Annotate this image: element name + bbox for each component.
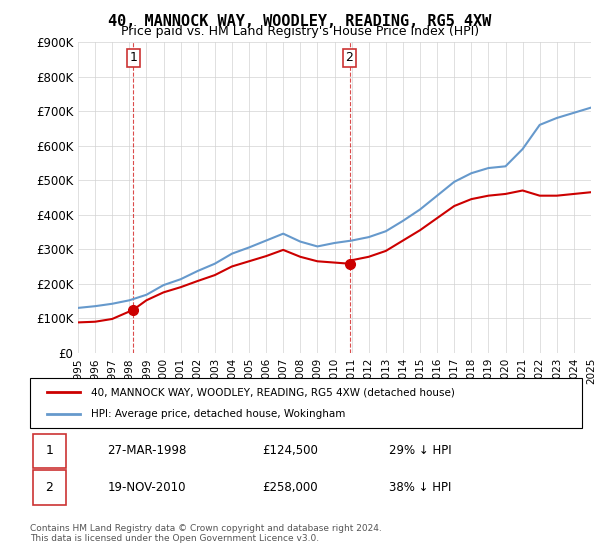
Text: 2: 2 <box>46 481 53 494</box>
FancyBboxPatch shape <box>33 470 66 505</box>
Text: £124,500: £124,500 <box>262 444 318 458</box>
Text: 40, MANNOCK WAY, WOODLEY, READING, RG5 4XW (detached house): 40, MANNOCK WAY, WOODLEY, READING, RG5 4… <box>91 387 455 397</box>
Text: Contains HM Land Registry data © Crown copyright and database right 2024.
This d: Contains HM Land Registry data © Crown c… <box>30 524 382 543</box>
Text: Price paid vs. HM Land Registry's House Price Index (HPI): Price paid vs. HM Land Registry's House … <box>121 25 479 38</box>
Text: 27-MAR-1998: 27-MAR-1998 <box>107 444 187 458</box>
Text: 2: 2 <box>346 52 353 64</box>
FancyBboxPatch shape <box>33 433 66 468</box>
Text: 29% ↓ HPI: 29% ↓ HPI <box>389 444 451 458</box>
Text: 1: 1 <box>129 52 137 64</box>
FancyBboxPatch shape <box>30 378 582 428</box>
Text: £258,000: £258,000 <box>262 481 317 494</box>
Text: 38% ↓ HPI: 38% ↓ HPI <box>389 481 451 494</box>
Text: 40, MANNOCK WAY, WOODLEY, READING, RG5 4XW: 40, MANNOCK WAY, WOODLEY, READING, RG5 4… <box>109 14 491 29</box>
Text: 19-NOV-2010: 19-NOV-2010 <box>107 481 186 494</box>
Text: HPI: Average price, detached house, Wokingham: HPI: Average price, detached house, Woki… <box>91 409 345 419</box>
Text: 1: 1 <box>46 444 53 458</box>
